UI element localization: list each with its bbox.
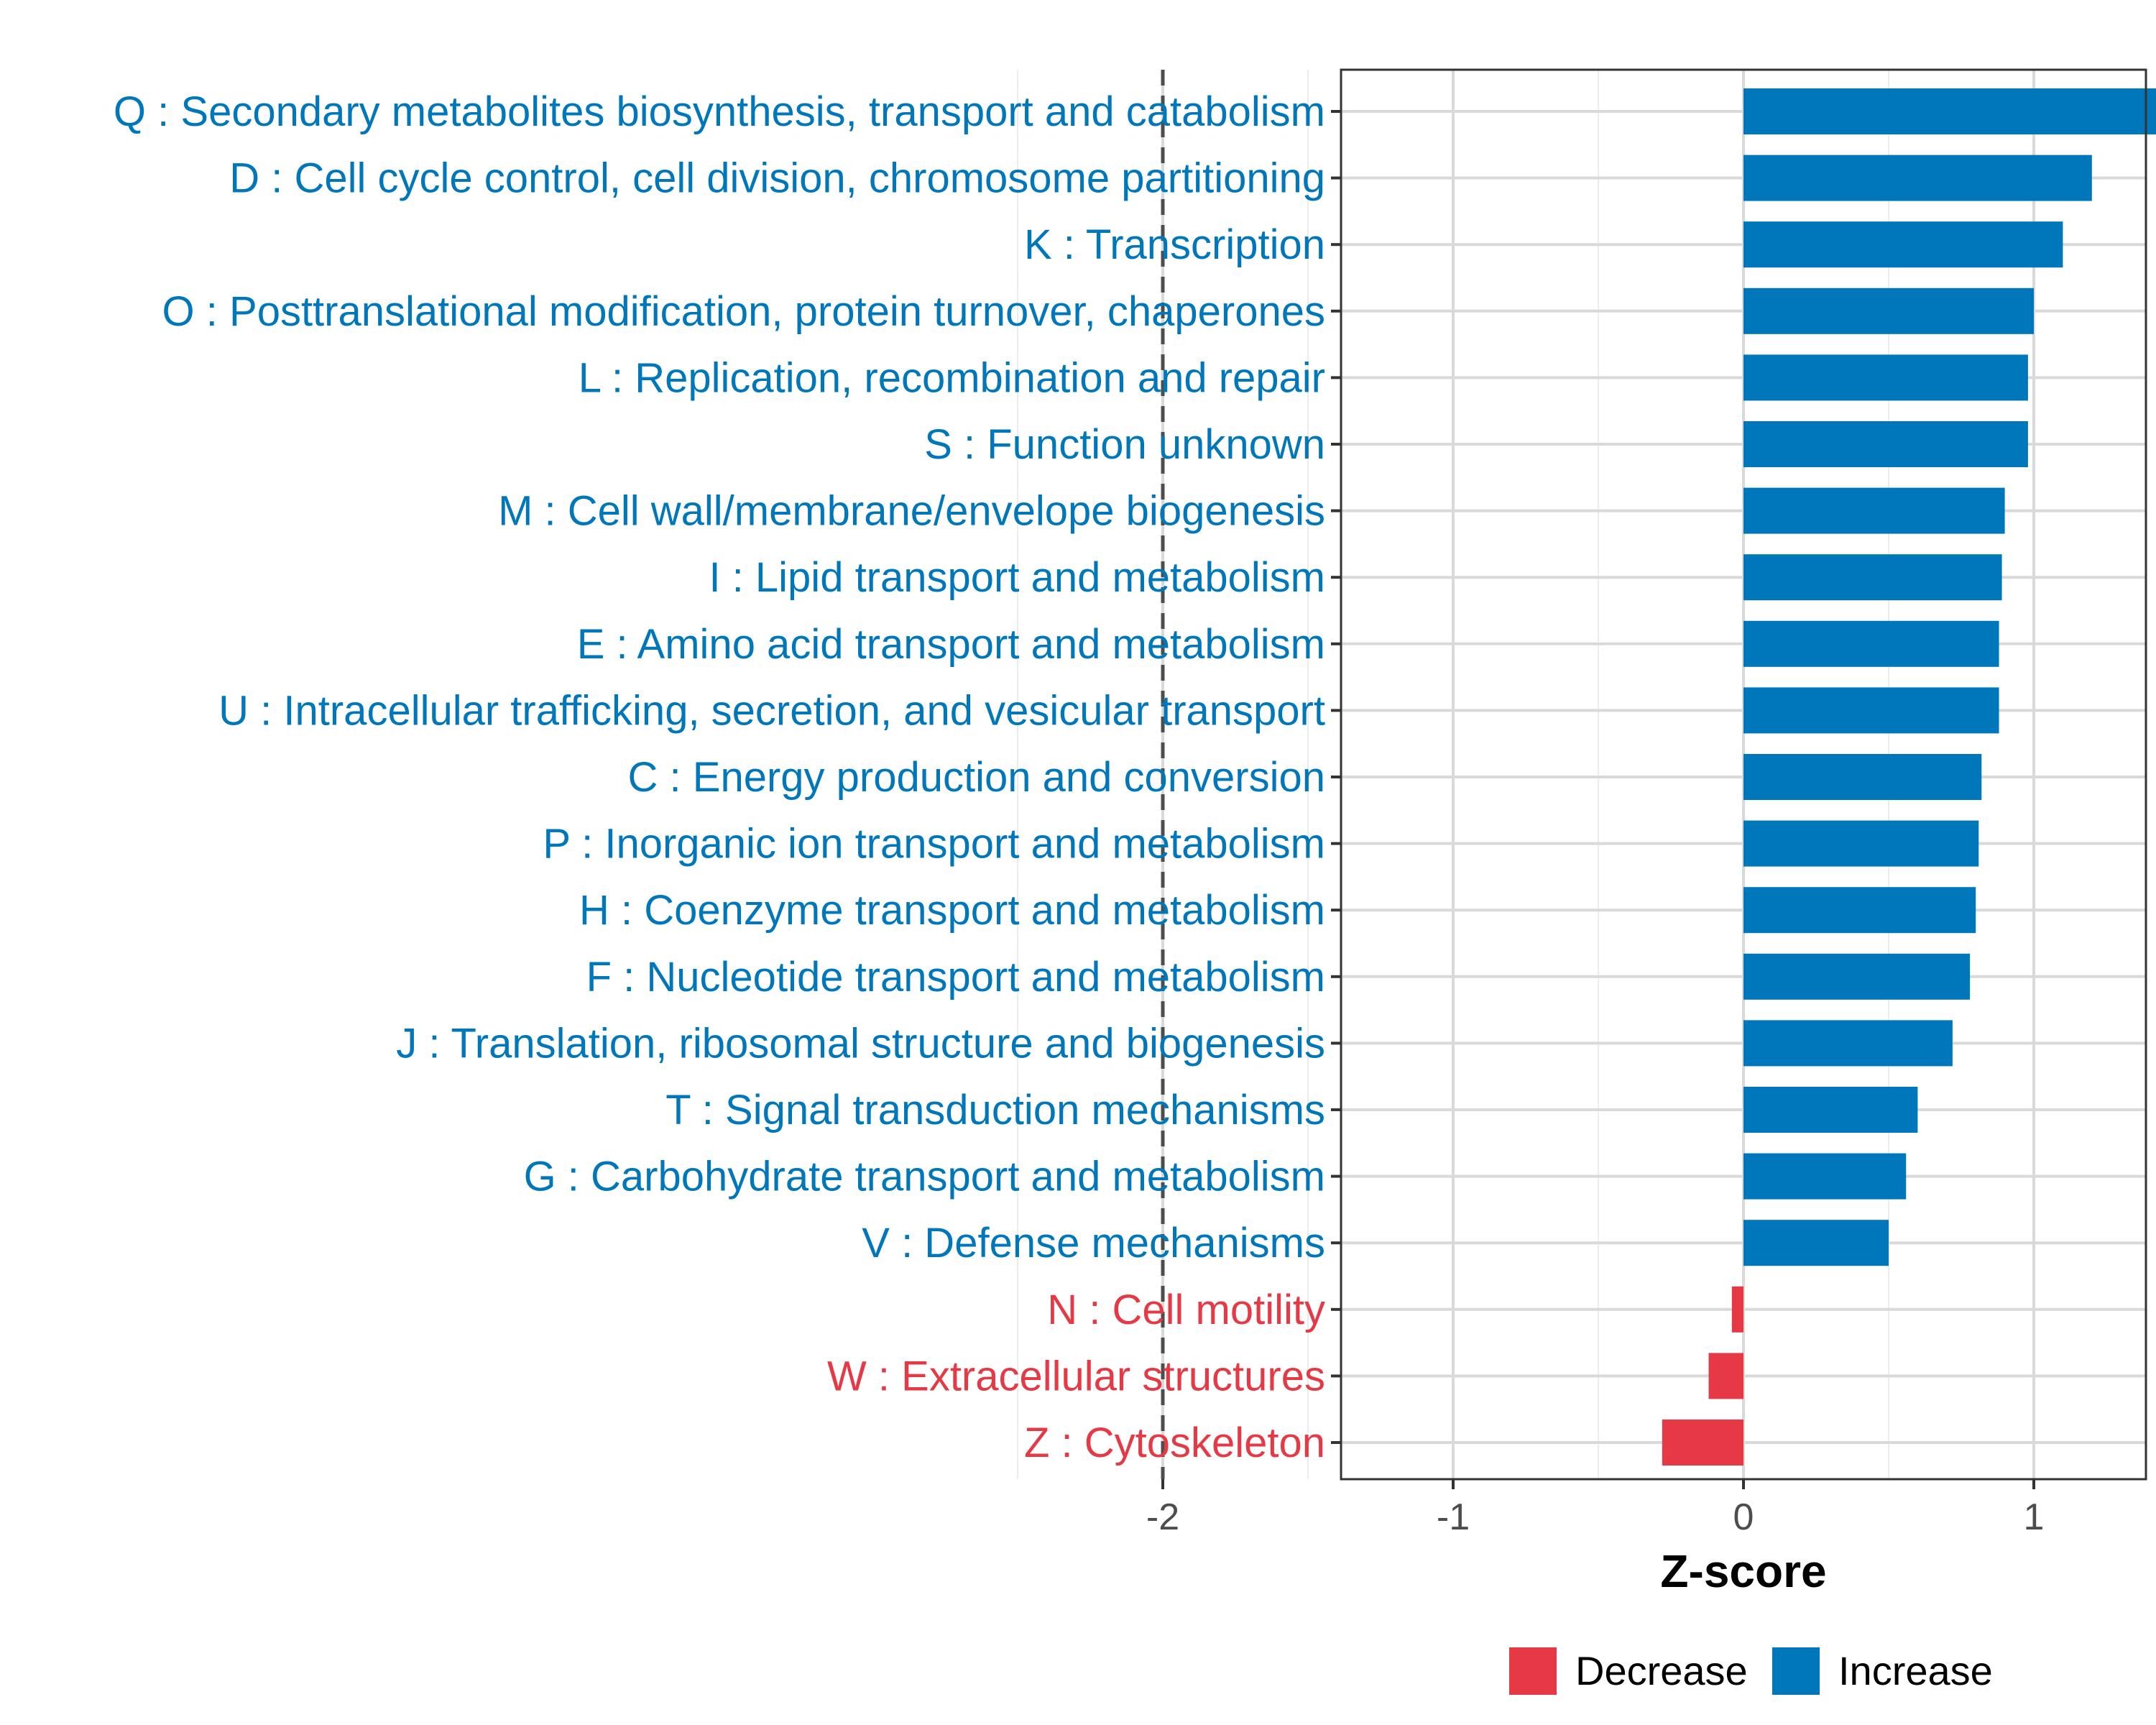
y-axis-ticks [1331,110,1341,1444]
bar [1743,820,1979,867]
category-label: E : Amino acid transport and metabolism [577,621,1325,668]
category-label: H : Coenzyme transport and metabolism [579,887,1325,934]
y-axis-category-labels: Q : Secondary metabolites biosynthesis, … [114,88,1325,1466]
category-label: G : Carbohydrate transport and metabolis… [524,1154,1325,1200]
x-tick-label: -2 [1146,1496,1179,1538]
bar [1743,953,1971,1000]
bar [1708,1353,1743,1399]
bar [1743,1087,1918,1133]
category-label: U : Intracellular trafficking, secretion… [218,687,1325,734]
category-label: N : Cell motility [1047,1287,1325,1333]
legend: Decrease Increase [1509,1647,1993,1695]
category-label: V : Defense mechanisms [862,1220,1325,1266]
bars [1662,88,2156,1466]
bar [1743,887,1976,934]
x-axis-ticks: -2-1012 [1146,1479,2045,1538]
bar [1743,88,2156,134]
category-label: T : Signal transduction mechanisms [665,1087,1325,1133]
bar [1743,1220,1889,1266]
x-tick-label: 0 [1733,1496,1754,1538]
category-label: O : Posttranslational modification, prot… [162,288,1325,335]
category-label: P : Inorganic ion transport and metaboli… [543,821,1325,868]
category-label: F : Nucleotide transport and metabolism [586,954,1325,1000]
category-label: K : Transcription [1024,221,1325,268]
bar [1743,155,2092,201]
bar [1662,1420,1743,1466]
bar [1731,1286,1743,1333]
reference-lines [1161,70,1165,1479]
legend-label-decrease: Decrease [1575,1648,1748,1693]
category-label: C : Energy production and conversion [628,754,1325,801]
category-label: S : Function unknown [924,421,1325,468]
bar [1743,288,2034,334]
bar [1743,620,1999,667]
x-axis-title: Z-score [1660,1545,1826,1597]
category-label: M : Cell wall/membrane/envelope biogenes… [498,488,1325,535]
legend-label-increase: Increase [1838,1648,1993,1693]
category-label: Z : Cytoskeleton [1024,1420,1325,1466]
bar [1743,687,1999,734]
bar [1743,754,1982,800]
bar [1743,487,2005,534]
category-label: D : Cell cycle control, cell division, c… [229,155,1325,202]
category-label: L : Replication, recombination and repai… [579,354,1325,401]
category-label: J : Translation, ribosomal structure and… [396,1020,1325,1067]
legend-swatch-increase [1772,1647,1820,1695]
bar [1743,554,2002,601]
bar [1743,421,2028,467]
bar [1743,354,2028,401]
bar [1743,1153,1907,1200]
category-label: Q : Secondary metabolites biosynthesis, … [114,88,1325,135]
legend-swatch-decrease [1509,1647,1557,1695]
category-label: I : Lipid transport and metabolism [709,554,1325,601]
bar [1743,1020,1953,1067]
bar [1743,221,2063,268]
category-label: W : Extracellular structures [827,1353,1325,1399]
x-tick-label: 1 [2024,1496,2045,1538]
x-tick-label: -1 [1437,1496,1470,1538]
